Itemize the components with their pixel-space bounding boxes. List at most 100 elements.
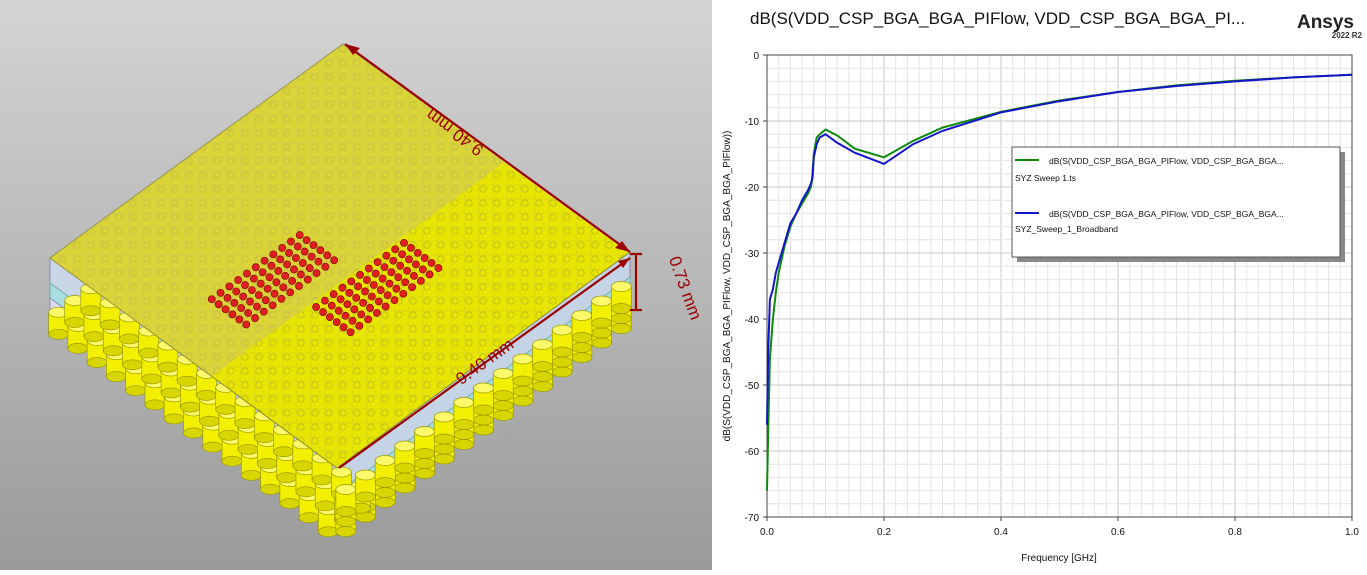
via-pad [394, 273, 403, 282]
via-pad [305, 264, 314, 272]
x-axis-label: Frequency [GHz] [1021, 553, 1097, 564]
via-pad [336, 295, 345, 304]
via-pad [307, 252, 316, 261]
via-pad [251, 263, 260, 272]
solder-ball [355, 469, 376, 503]
via-pad [396, 261, 405, 270]
x-tick-label: 0.8 [1228, 527, 1242, 538]
chart-grid [766, 54, 1353, 518]
via-pad [354, 282, 363, 291]
package-3d-view[interactable]: 9.40 mm 9.40 mm 0.73 mm [0, 0, 712, 570]
via-pad [343, 300, 352, 309]
version-label: 2022 R2 [1332, 31, 1363, 40]
via-pad [364, 315, 372, 324]
series-lines [766, 73, 1353, 491]
solder-ball-array [48, 281, 632, 538]
via-pad [378, 274, 387, 283]
y-tick-label: -70 [745, 513, 760, 524]
via-pad [408, 283, 416, 292]
via-pad [243, 269, 251, 278]
via-pad [223, 293, 232, 302]
via-pad [350, 305, 359, 314]
via-pad [392, 284, 401, 293]
s-parameter-chart[interactable]: dB(S(VDD_CSP_BGA_BGA_PIFlow, VDD_CSP_BGA… [712, 0, 1367, 570]
via-pad [254, 291, 263, 300]
via-pad [244, 309, 253, 317]
via-pad [272, 278, 281, 287]
via-pad [321, 262, 330, 271]
via-pad [312, 269, 321, 278]
via-pad [312, 303, 320, 311]
via-pad [405, 255, 413, 264]
via-pad [403, 266, 411, 275]
via-pad [270, 289, 279, 298]
via-pad [338, 283, 347, 292]
via-pad [319, 308, 327, 316]
via-pad [410, 271, 418, 280]
s-parameter-plot-panel[interactable]: dB(S(VDD_CSP_BGA_BGA_PIFlow, VDD_CSP_BGA… [712, 0, 1367, 570]
via-pad [316, 246, 325, 255]
via-pad [406, 243, 415, 252]
via-pad [256, 279, 265, 288]
series-line-2 [766, 73, 1353, 425]
solder-ball [394, 440, 416, 474]
solder-ball [64, 295, 86, 328]
via-pad [258, 268, 267, 277]
via-pad [411, 260, 420, 269]
solder-ball [512, 353, 534, 387]
via-pad [376, 286, 385, 294]
via-pad [281, 271, 290, 280]
solder-ball [551, 324, 573, 358]
y-tick-label: 0 [753, 51, 759, 62]
via-pad [239, 292, 248, 301]
via-pad [400, 238, 408, 247]
solder-ball [234, 396, 256, 429]
via-pad [230, 299, 239, 307]
via-pad [427, 259, 436, 267]
via-pad [265, 273, 274, 282]
solder-ball [453, 397, 475, 430]
via-pad [418, 265, 427, 274]
via-pad [309, 241, 318, 250]
via-pad [387, 268, 396, 277]
legend-sublabel-series-2: SYZ_Sweep_1_Broadband [1015, 224, 1118, 234]
via-pad [274, 266, 283, 275]
via-pad [347, 277, 356, 286]
solder-ball [532, 339, 553, 372]
via-pad [278, 244, 287, 252]
x-tick-label: 0.0 [760, 527, 774, 538]
via-pad [235, 315, 244, 324]
legend-label-series-1: dB(S(VDD_CSP_BGA_BGA_PIFlow, VDD_CSP_BGA… [1049, 156, 1284, 166]
via-pad [320, 296, 329, 305]
via-pad [314, 257, 323, 266]
via-pad [366, 304, 374, 312]
solder-ball [591, 295, 612, 329]
via-pad [290, 265, 298, 274]
legend-box [1011, 146, 1341, 258]
via-pad [390, 296, 399, 305]
via-pad [363, 276, 371, 284]
via-pad [268, 301, 277, 310]
via-pad [288, 277, 296, 285]
via-pad [372, 309, 381, 317]
via-pad [253, 302, 261, 311]
solder-ball [433, 411, 455, 445]
via-pad [263, 284, 272, 293]
via-pad [413, 249, 422, 257]
via-pad [251, 314, 259, 322]
via-pad [383, 291, 392, 299]
via-pad [398, 250, 406, 259]
via-pad [228, 310, 237, 319]
via-pad [300, 247, 309, 256]
via-pad [339, 323, 348, 332]
solder-ball [374, 455, 396, 488]
solder-ball [473, 382, 494, 416]
via-pad [216, 288, 225, 297]
legend[interactable]: dB(S(VDD_CSP_BGA_BGA_PIFlow, VDD_CSP_BGA… [1011, 146, 1345, 262]
via-pad [346, 328, 355, 337]
via-pad [234, 276, 243, 284]
via-pad [329, 290, 338, 299]
via-pad [334, 306, 343, 315]
y-tick-label: -20 [745, 183, 760, 194]
via-pad [276, 255, 285, 264]
